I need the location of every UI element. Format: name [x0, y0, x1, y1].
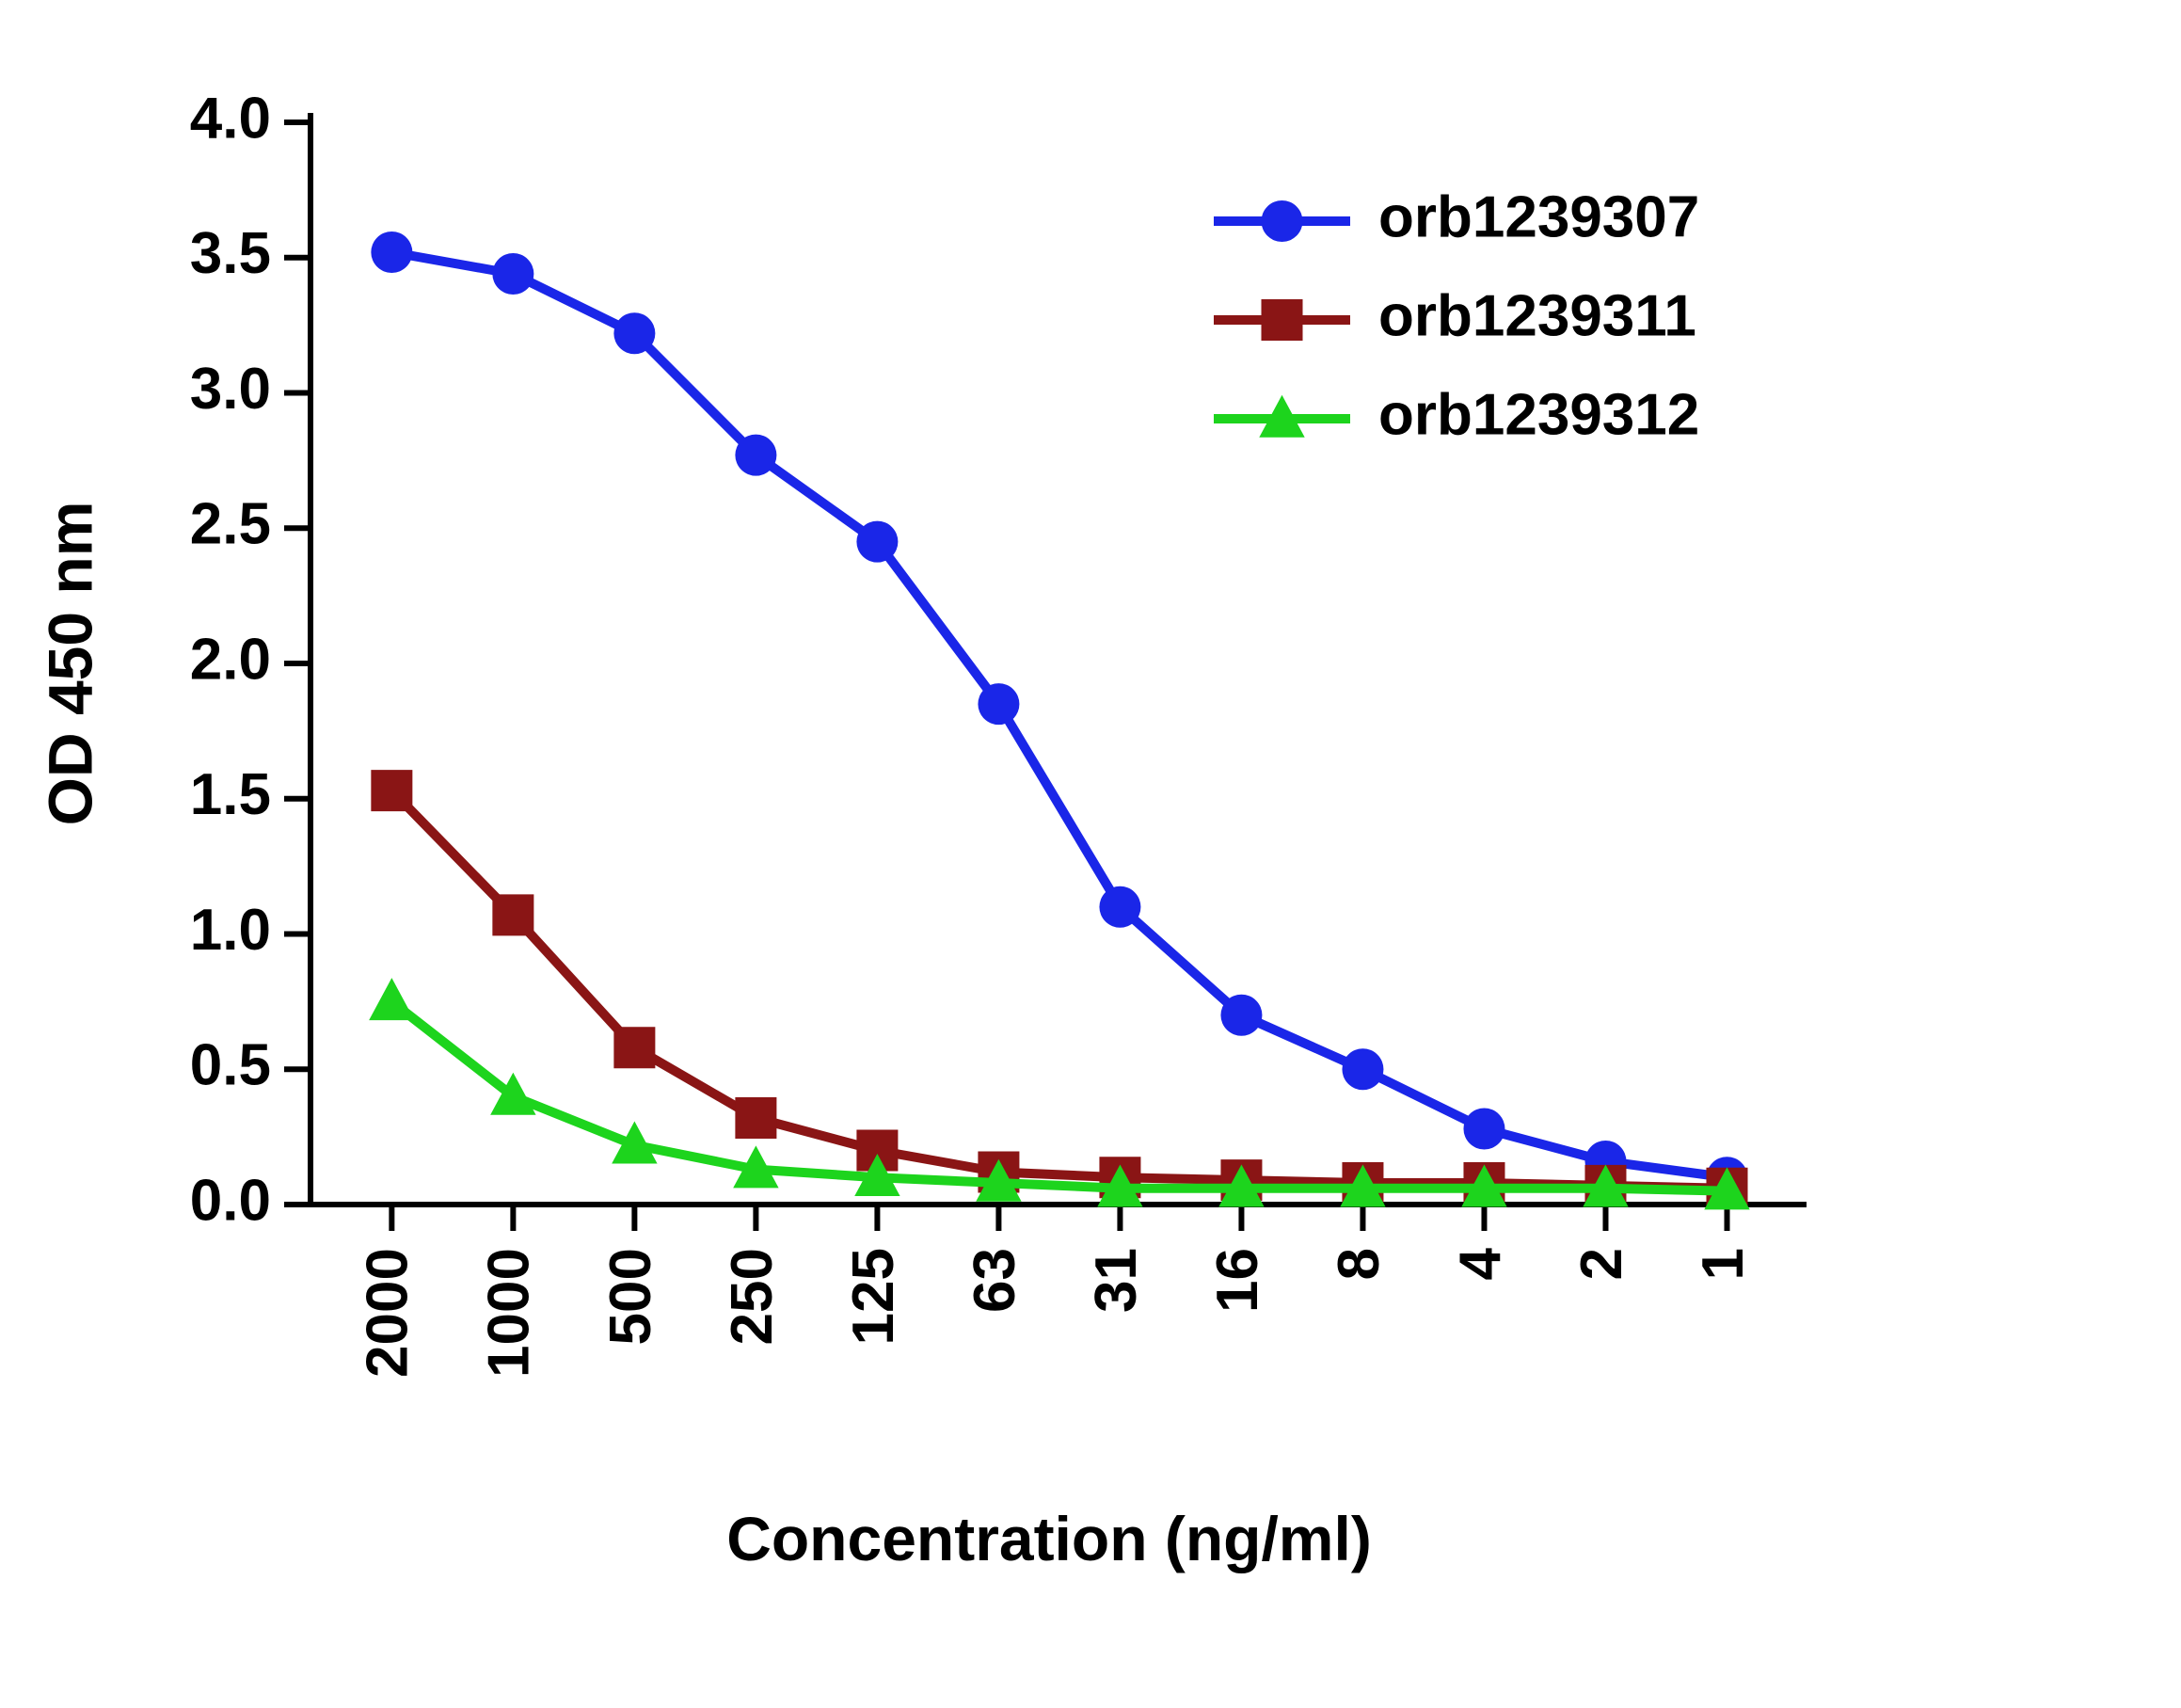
x-tick-label: 1000	[477, 1248, 542, 1378]
y-tick-label: 3.5	[190, 221, 271, 286]
legend-label: orb1239311	[1378, 283, 1696, 348]
x-tick-label: 8	[1327, 1248, 1392, 1280]
x-tick-label: 2	[1569, 1248, 1634, 1280]
x-tick-label: 250	[720, 1248, 785, 1345]
x-tick-label: 1	[1691, 1248, 1756, 1280]
x-tick-label: 500	[598, 1248, 663, 1345]
x-tick-label: 16	[1205, 1248, 1270, 1313]
legend: orb1239307 orb1239311 orb1239312	[1214, 184, 1699, 447]
x-tick-label: 63	[963, 1248, 1027, 1313]
y-tick-label: 0.0	[190, 1168, 271, 1233]
x-tick-label: 125	[841, 1248, 906, 1345]
y-tick-label: 3.0	[190, 357, 271, 422]
y-tick-label: 2.0	[190, 627, 271, 692]
y-tick-label: 4.0	[190, 86, 271, 151]
legend-label: orb1239307	[1378, 184, 1699, 249]
y-tick-label: 0.5	[190, 1033, 271, 1098]
x-tick-label: 31	[1084, 1248, 1149, 1313]
chart-container: 0.0 0.5 1.0 1.5 2.0 2.5 3.0 3.5 4.0 2000 1000 500 25…	[0, 0, 2181, 1708]
x-axis-label: Concentration (ng/ml)	[726, 1504, 1372, 1573]
y-axis-label: OD 450 nm	[35, 502, 104, 826]
y-tick-label: 2.5	[190, 492, 271, 557]
y-tick-label: 1.0	[190, 898, 271, 963]
x-tick-label: 4	[1448, 1247, 1513, 1280]
legend-label: orb1239312	[1378, 382, 1699, 447]
dose-response-chart: 0.0 0.5 1.0 1.5 2.0 2.5 3.0 3.5 4.0 2000 1000 500 25…	[0, 0, 2181, 1708]
y-tick-label: 1.5	[190, 762, 271, 827]
x-tick-label: 2000	[356, 1248, 421, 1378]
